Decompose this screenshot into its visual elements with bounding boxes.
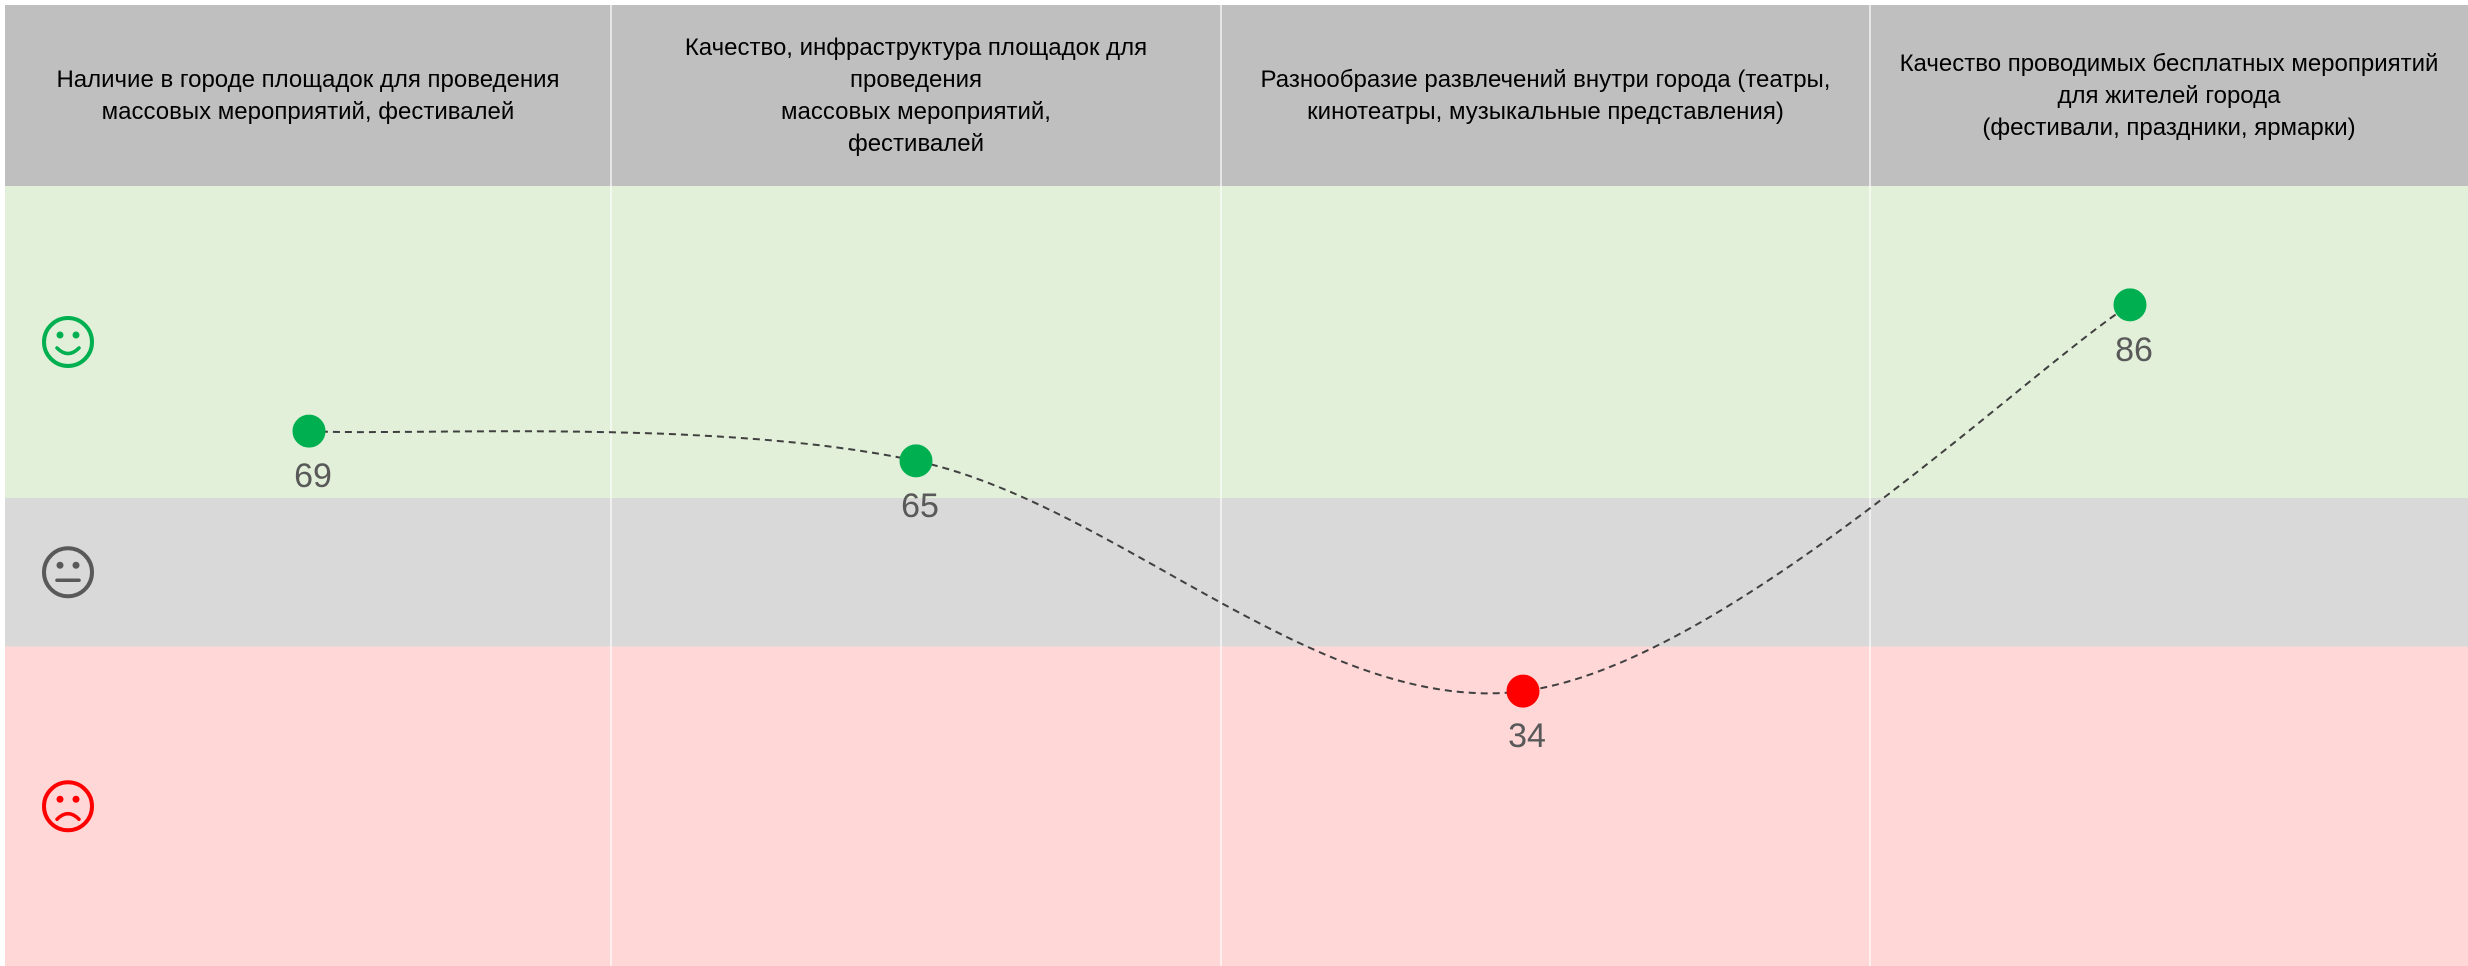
icon-eye — [72, 561, 80, 569]
zone-band — [5, 646, 2468, 966]
value-label: 69 — [294, 457, 332, 495]
data-point — [2113, 288, 2147, 322]
icon-mouth — [55, 812, 81, 822]
value-label: 34 — [1508, 717, 1546, 755]
data-point — [899, 444, 933, 478]
icon-eye — [56, 331, 64, 339]
data-point — [1506, 674, 1540, 708]
column-header: Наличие в городе площадок для проведения… — [56, 65, 560, 125]
column-header: Качество, инфраструктура площадок для пр… — [684, 33, 1148, 157]
header-bg — [5, 5, 2468, 186]
zone-icon — [42, 316, 94, 368]
icon-eye — [72, 795, 80, 803]
zone-band — [5, 498, 2468, 647]
icon-eye — [72, 331, 80, 339]
trend-line — [308, 304, 2131, 695]
zone-icon — [42, 546, 94, 599]
icon-mouth — [55, 346, 81, 356]
icon-face — [42, 316, 94, 368]
column-header: Качество проводимых бесплатных мероприят… — [1899, 49, 2439, 141]
icon-face — [42, 546, 94, 599]
icon-eye — [56, 795, 64, 803]
zone-band — [5, 186, 2468, 498]
column-header: Разнообразие развлечений внутри города (… — [1260, 65, 1831, 125]
value-label: 65 — [901, 487, 939, 525]
value-label: 86 — [2115, 331, 2153, 369]
icon-eye — [56, 561, 64, 569]
data-point — [292, 414, 326, 448]
icon-face — [42, 780, 94, 833]
zone-icon — [42, 780, 94, 833]
